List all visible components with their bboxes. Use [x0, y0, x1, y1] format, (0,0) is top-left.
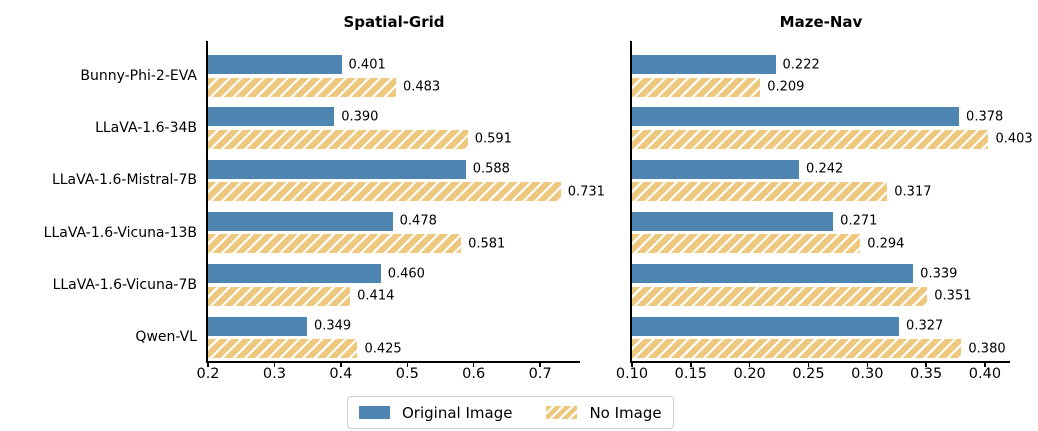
x-tick — [866, 363, 868, 367]
value-label: 0.242 — [806, 161, 844, 177]
value-label: 0.401 — [348, 57, 386, 72]
x-tick — [406, 363, 408, 367]
x-tick — [748, 363, 751, 367]
value-label: 0.380 — [968, 341, 1006, 356]
x-tick-label: 0.25 — [792, 366, 825, 382]
category-label: Qwen-VL — [135, 329, 197, 346]
bar-no-image — [208, 129, 468, 149]
category-label: Bunny-Phi-2-EVA — [80, 67, 197, 84]
value-label: 0.378 — [966, 109, 1004, 125]
legend-swatch-solid — [359, 406, 390, 419]
bar-original-image — [208, 107, 335, 127]
bar-no-image — [632, 339, 962, 358]
value-label: 0.327 — [906, 318, 944, 334]
value-label: 0.425 — [364, 341, 402, 356]
value-label: 0.317 — [894, 184, 932, 200]
bar-no-image — [632, 77, 761, 97]
value-label: 0.351 — [934, 288, 972, 304]
x-tick-label: 0.30 — [851, 366, 884, 382]
x-tick — [273, 363, 276, 367]
legend-label-no-image: No Image — [589, 403, 662, 422]
value-label: 0.403 — [995, 131, 1033, 147]
bar-no-image — [208, 182, 561, 202]
x-tick — [984, 363, 986, 367]
x-tick-label: 0.15 — [674, 366, 707, 382]
value-label: 0.581 — [468, 236, 506, 252]
bar-original-image — [632, 211, 834, 231]
bar-original-image — [632, 316, 900, 336]
x-axis — [205, 360, 580, 363]
value-label: 0.588 — [472, 161, 510, 177]
legend-item-no-image: No Image — [546, 403, 662, 422]
x-tick-label: 0.40 — [968, 366, 1002, 382]
bar-no-image — [632, 182, 888, 202]
bar-no-image — [632, 129, 989, 149]
value-label: 0.460 — [387, 266, 425, 282]
bar-no-image — [208, 286, 351, 306]
x-tick-label: 0.3 — [262, 366, 286, 382]
x-tick — [473, 363, 475, 367]
bar-no-image — [208, 77, 396, 97]
bar-original-image — [632, 264, 914, 284]
value-label: 0.591 — [474, 131, 512, 147]
x-axis — [629, 360, 1010, 363]
value-label: 0.209 — [767, 79, 805, 95]
bar-original-image — [632, 55, 776, 74]
value-label: 0.483 — [402, 79, 441, 95]
bar-original-image — [208, 159, 466, 179]
value-label: 0.349 — [313, 318, 352, 334]
x-tick — [539, 363, 541, 367]
panel-title: Spatial-Grid — [343, 13, 445, 31]
legend-item-original-image: Original Image — [359, 404, 512, 422]
x-tick — [925, 363, 927, 367]
value-label: 0.339 — [920, 266, 958, 282]
category-label: LLaVA-1.6-Vicuna-13B — [43, 224, 197, 241]
category-label: LLaVA-1.6-34B — [95, 120, 197, 137]
x-tick — [207, 363, 209, 367]
bar-no-image — [208, 234, 462, 254]
bar-no-image — [632, 234, 861, 254]
x-tick — [807, 363, 810, 367]
legend: Original Image No Image — [347, 396, 674, 429]
category-label: LLaVA-1.6-Mistral-7B — [51, 172, 197, 189]
x-tick-label: 0.35 — [909, 366, 943, 382]
category-label: LLaVA-1.6-Vicuna-7B — [52, 276, 197, 293]
x-tick — [631, 363, 633, 367]
bar-original-image — [208, 264, 381, 284]
x-tick-label: 0.2 — [196, 366, 220, 382]
x-tick-label: 0.4 — [329, 366, 353, 382]
bar-original-image — [208, 211, 393, 231]
value-label: 0.731 — [567, 184, 605, 200]
x-tick-label: 0.6 — [462, 366, 486, 382]
legend-swatch-hatched — [546, 406, 578, 419]
bar-original-image — [208, 55, 342, 74]
x-tick — [690, 363, 692, 367]
bar-no-image — [208, 339, 358, 358]
legend-label-original-image: Original Image — [402, 403, 513, 422]
x-tick-label: 0.10 — [615, 366, 649, 382]
value-label: 0.478 — [399, 213, 437, 229]
y-axis — [629, 41, 632, 363]
x-tick-label: 0.7 — [528, 366, 552, 382]
bar-original-image — [632, 107, 960, 127]
value-label: 0.294 — [867, 236, 905, 252]
bar-no-image — [632, 286, 928, 306]
bar-original-image — [632, 159, 800, 179]
value-label: 0.390 — [341, 109, 379, 125]
value-label: 0.414 — [357, 288, 395, 304]
value-label: 0.222 — [782, 57, 820, 72]
x-tick-label: 0.5 — [395, 366, 419, 382]
value-label: 0.271 — [840, 213, 878, 229]
x-tick-label: 0.20 — [733, 366, 766, 382]
panel-title: Maze-Nav — [779, 13, 863, 31]
y-axis — [205, 41, 208, 363]
x-tick — [340, 363, 342, 367]
bar-original-image — [208, 316, 307, 336]
